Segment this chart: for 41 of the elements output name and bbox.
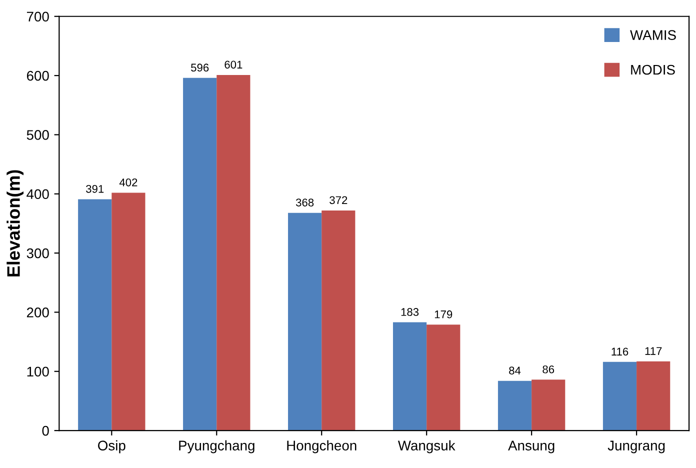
bar [78,199,112,431]
x-tick-label: Wangsuk [398,440,456,454]
bar [322,210,356,431]
legend-label: WAMIS [630,30,676,40]
x-tick-label: Hongcheon [287,440,356,454]
bar [426,324,460,431]
data-label: 86 [542,365,554,374]
y-tick-label: 100 [27,366,49,377]
y-tick-label: 0 [42,426,49,436]
legend-label: MODIS [631,64,675,75]
bar [602,362,637,431]
bar [498,380,532,431]
data-label: 116 [612,348,628,356]
x-tick-label: Osip [98,440,126,454]
data-label: 402 [119,178,138,186]
bar [532,380,566,431]
bar [392,322,427,431]
bar [216,74,250,431]
y-tick-label: 600 [26,70,49,81]
data-label: 84 [509,366,521,374]
y-tick-label: 300 [26,248,49,258]
data-label: 372 [330,196,348,204]
data-label: 117 [645,347,662,355]
x-tick-label: Jungrang [608,440,665,454]
bar [288,212,322,431]
data-label: 391 [86,184,104,193]
y-axis-title: Elevation(m) [6,170,24,276]
data-label: 179 [434,310,452,318]
y-tick-label: 400 [26,189,49,200]
bar [183,78,217,431]
data-label: 183 [401,308,419,316]
bar [636,361,670,431]
data-label: 601 [224,60,242,69]
x-tick-label: Pyungchang [179,440,254,454]
data-label: 368 [296,198,314,206]
y-tick-label: 200 [26,308,49,318]
data-label: 596 [191,64,209,72]
y-tick-label: 700 [26,12,49,22]
y-tick-label: 500 [26,130,49,140]
bar [112,192,146,431]
x-tick-label: Ansung [508,440,554,454]
